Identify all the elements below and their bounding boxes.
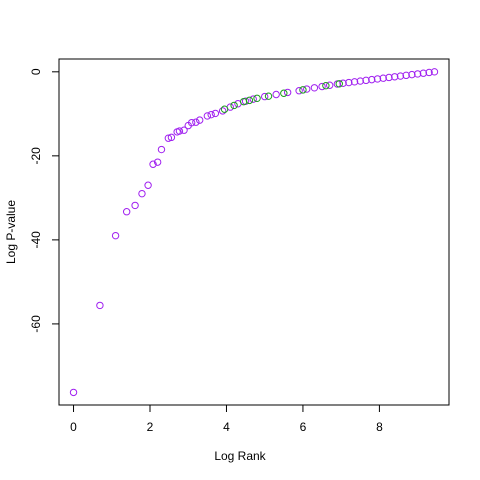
plot-frame xyxy=(58,58,450,406)
point xyxy=(230,101,238,110)
point xyxy=(187,118,196,127)
point xyxy=(413,70,422,78)
point xyxy=(391,73,399,81)
x-tick-label: 2 xyxy=(147,420,154,434)
point xyxy=(122,208,131,216)
y-tick-label: -40 xyxy=(29,231,43,249)
point xyxy=(310,84,319,92)
point xyxy=(425,68,433,77)
point xyxy=(385,73,393,82)
point xyxy=(318,82,326,91)
point xyxy=(111,231,120,240)
point xyxy=(218,107,227,115)
point xyxy=(131,201,139,210)
point xyxy=(264,92,273,100)
point xyxy=(280,89,288,97)
point xyxy=(153,158,162,166)
x-axis-label: Log Rank xyxy=(214,449,266,463)
point xyxy=(335,80,343,88)
point xyxy=(303,85,311,93)
point xyxy=(373,75,382,83)
point xyxy=(362,76,370,85)
x-tick-label: 8 xyxy=(376,420,383,434)
point xyxy=(261,92,269,101)
point xyxy=(283,88,292,97)
point xyxy=(196,116,204,124)
point xyxy=(249,95,257,103)
point xyxy=(322,81,330,90)
point xyxy=(356,77,364,85)
point xyxy=(175,127,184,135)
point xyxy=(144,181,152,189)
point xyxy=(272,90,280,99)
point xyxy=(430,68,439,76)
point xyxy=(345,78,353,87)
point xyxy=(379,74,387,82)
point xyxy=(96,301,104,310)
point xyxy=(207,110,215,119)
point xyxy=(192,118,200,126)
point xyxy=(339,79,347,87)
point xyxy=(180,126,188,134)
point xyxy=(408,70,416,79)
point xyxy=(157,145,166,154)
x-tick-label: 0 xyxy=(70,420,77,434)
point xyxy=(419,69,428,77)
y-axis-label: Log P-value xyxy=(4,200,18,264)
point xyxy=(253,94,261,102)
point xyxy=(295,87,303,95)
point xyxy=(396,72,405,80)
x-tick-label: 6 xyxy=(300,420,307,434)
point xyxy=(245,96,254,105)
point xyxy=(402,71,410,80)
point xyxy=(368,75,376,84)
point xyxy=(220,105,229,113)
y-tick-label: 0 xyxy=(29,68,43,75)
point xyxy=(167,133,176,142)
point xyxy=(326,81,334,89)
point xyxy=(299,86,307,94)
point xyxy=(138,189,146,198)
point xyxy=(203,112,212,120)
point xyxy=(211,109,220,118)
point xyxy=(350,78,359,86)
point xyxy=(164,134,173,142)
point xyxy=(149,160,157,168)
y-tick-label: -20 xyxy=(29,147,43,165)
y-tick-label: -60 xyxy=(29,315,43,333)
x-tick-label: 4 xyxy=(223,420,230,434)
point xyxy=(69,388,78,397)
